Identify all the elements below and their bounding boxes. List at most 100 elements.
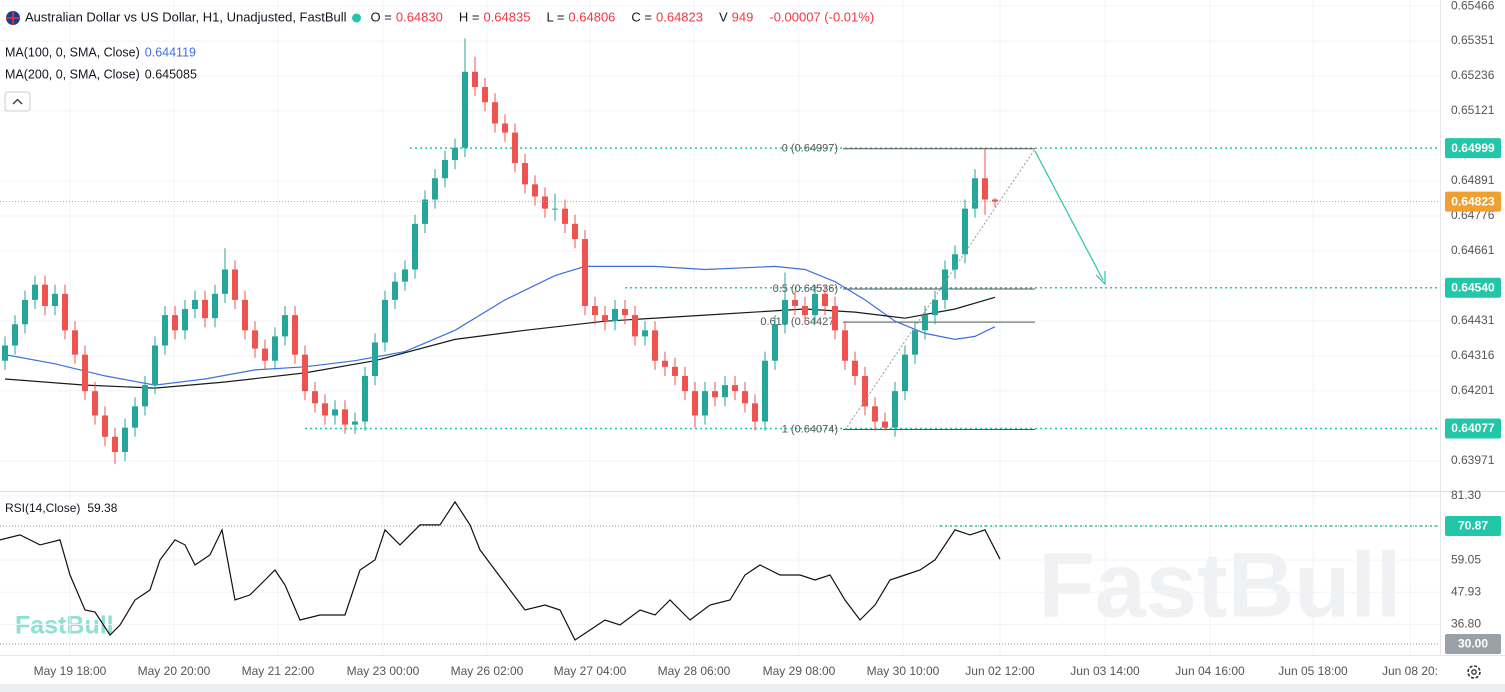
candle-body — [132, 406, 138, 428]
candle-body — [362, 375, 368, 422]
candle-body — [162, 315, 168, 346]
candle-body — [882, 421, 888, 428]
candle-body — [22, 299, 28, 325]
candle-body — [862, 375, 868, 407]
candle-body — [392, 281, 398, 300]
header-text: 0.64835 — [483, 9, 530, 24]
ma-line — [4, 296, 996, 389]
candle-body — [992, 199, 998, 202]
candle-body — [192, 299, 198, 310]
candle-body — [42, 284, 48, 306]
ma-line — [4, 265, 996, 386]
candle-body — [762, 360, 768, 422]
candle-body — [662, 360, 668, 367]
header-text: Australian Dollar vs US Dollar, H1, Unad… — [25, 9, 347, 24]
candle-body — [892, 391, 898, 428]
candle-body — [572, 223, 578, 240]
header-text: H = — [459, 9, 480, 24]
candle-body — [822, 293, 828, 306]
price-tag-box — [1445, 191, 1501, 212]
rsi-level-tag-label: 70.87 — [1458, 519, 1488, 533]
x-tick-label: Jun 02 12:00 — [965, 664, 1035, 678]
watermark: FastBull — [1039, 534, 1402, 636]
collapse-button[interactable] — [4, 91, 31, 112]
candle-body — [232, 269, 238, 300]
ma-legend-name: MA(200, 0, SMA, Close) — [5, 67, 140, 81]
candle-body — [332, 409, 338, 416]
x-tick-label: Jun 05 18:00 — [1278, 664, 1348, 678]
x-tick-label: May 20 20:00 — [138, 664, 211, 678]
candle-body — [492, 102, 498, 124]
fib-label: 0 (0.64997) — [782, 143, 838, 155]
header-text: 949 — [732, 9, 754, 24]
candle-body — [102, 415, 108, 437]
candle-body — [212, 293, 218, 319]
header: Australian Dollar vs US Dollar, H1, Unad… — [5, 9, 874, 515]
candle-body — [562, 208, 568, 224]
candle-body — [442, 159, 448, 179]
rsi-legend-name: RSI(14,Close) — [5, 501, 80, 515]
x-tick-label: May 26 02:00 — [451, 664, 524, 678]
header-text: O = — [371, 9, 392, 24]
candle-body — [962, 208, 968, 255]
fib-label: 0.618 (0.64427) — [760, 316, 838, 328]
candle-body — [852, 360, 858, 376]
candle-body — [12, 324, 18, 346]
candle-body — [772, 324, 778, 361]
y-tick-label: 0.65236 — [1451, 68, 1495, 82]
candle-body — [642, 330, 648, 337]
header-text: C = — [631, 9, 652, 24]
y-tick-label: 36.80 — [1451, 617, 1481, 631]
candle-body — [242, 299, 248, 331]
rsi-legend-value: 59.38 — [87, 501, 117, 515]
y-tick-label: 0.64431 — [1451, 313, 1495, 327]
candle-body — [842, 330, 848, 361]
level-tag-label: 0.64999 — [1451, 141, 1495, 155]
arrow-line — [1034, 150, 1104, 281]
y-tick-label: 0.64316 — [1451, 348, 1495, 362]
x-tick-label: May 29 08:00 — [763, 664, 836, 678]
status-dot — [352, 13, 362, 23]
level-tag-box — [1445, 277, 1501, 298]
plot: 0.654660.653510.652360.651210.648910.647… — [0, 0, 1501, 678]
header-text: 0.64830 — [396, 9, 443, 24]
settings-icon[interactable] — [1467, 665, 1481, 679]
candle-body — [172, 315, 178, 331]
x-tick-label: May 21 22:00 — [242, 664, 315, 678]
y-tick-label: 0.65351 — [1451, 33, 1495, 47]
level-tag-box — [1445, 138, 1501, 159]
candle-body — [582, 239, 588, 306]
trend-line — [844, 148, 1036, 431]
fib-label: 0.5 (0.64536) — [773, 283, 838, 295]
candle-body — [142, 385, 148, 407]
candle-body — [542, 196, 548, 209]
candle-body — [452, 147, 458, 160]
candle-body — [2, 345, 8, 361]
candle-body — [422, 199, 428, 224]
header-text: L = — [546, 9, 564, 24]
candle-body — [592, 305, 598, 316]
x-tick-label: Jun 08 20: — [1382, 664, 1438, 678]
candle-body — [62, 293, 68, 331]
rsi-level-tag-box — [1445, 634, 1501, 655]
candle-body — [702, 391, 708, 416]
candle-body — [512, 132, 518, 164]
candle-body — [872, 406, 878, 422]
candle-body — [602, 315, 608, 322]
candle-body — [92, 391, 98, 416]
candle-body — [282, 315, 288, 337]
level-tag-box — [1445, 418, 1501, 439]
bottom-strip — [0, 684, 1505, 692]
candle-body — [552, 208, 558, 210]
candle-body — [412, 223, 418, 270]
candle-body — [802, 305, 808, 316]
arrow-head — [1095, 271, 1106, 286]
candle-body — [712, 391, 718, 398]
candle-body — [182, 309, 188, 331]
ma-legend-value: 0.645085 — [145, 67, 197, 81]
ma-legend-value: 0.644119 — [145, 45, 196, 59]
rsi-level-tag-label: 30.00 — [1458, 637, 1488, 651]
candle-body — [32, 284, 38, 300]
